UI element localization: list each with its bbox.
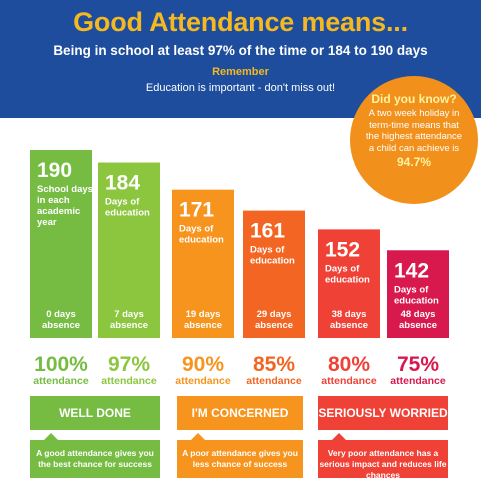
bar-absence-1-0: 7 days — [114, 309, 144, 320]
page-title: Good Attendance means... — [73, 7, 408, 37]
remember-label: Remember — [212, 66, 269, 78]
attendance-percent-2: 90% — [182, 353, 224, 376]
bar-description-3-1: education — [250, 256, 295, 267]
bar-value-label-0: 190 — [37, 159, 72, 182]
bar-absence-3-1: absence — [255, 320, 293, 331]
bar-value-label-5: 142 — [394, 259, 429, 282]
bar-description-1-1: education — [105, 208, 150, 219]
header-subtitle: Being in school at least 97% of the time… — [53, 43, 428, 58]
bar-description-5-0: Days of — [394, 284, 429, 295]
attendance-label-4: attendance — [321, 375, 377, 387]
bar-description-2-0: Days of — [179, 224, 214, 235]
bar-description-4-1: education — [325, 274, 370, 285]
attendance-percent-1: 97% — [108, 353, 150, 376]
header-banner: Good Attendance means... Being in school… — [0, 0, 481, 118]
bar-0 — [30, 150, 92, 338]
bar-4 — [318, 229, 380, 338]
did-you-know-value: 94.7% — [396, 155, 432, 169]
message-seriously-worried: Very poor attendance has a serious impac… — [318, 433, 448, 480]
bar-absence-0-0: 0 days — [46, 309, 76, 320]
attendance-percent-3: 85% — [253, 353, 295, 376]
bar-1 — [98, 162, 160, 338]
remember-text: Education is important - don't miss out! — [145, 82, 336, 94]
bar-absence-4-0: 38 days — [332, 309, 367, 320]
bar-absence-5-1: absence — [399, 320, 437, 331]
bar-absence-2-1: absence — [184, 320, 222, 331]
bar-absence-0-1: absence — [42, 320, 80, 331]
did-you-know-badge: Did you know? A two week holiday in term… — [350, 76, 478, 204]
attendance-label-5: attendance — [390, 375, 446, 387]
bar-absence-3-0: 29 days — [257, 309, 292, 320]
did-you-know-title: Did you know? — [371, 92, 457, 106]
attendance-label-1: attendance — [101, 375, 157, 387]
did-you-know-text: A two week holiday in term-time means th… — [365, 108, 463, 154]
bar-description-2-1: education — [179, 235, 224, 246]
bar-value-label-3: 161 — [250, 220, 285, 243]
attendance-percent-0: 100% — [34, 353, 88, 376]
bar-description-1-0: Days of — [105, 197, 140, 208]
bar-description-0-1: in each — [37, 195, 70, 206]
bar-description-0-3: year — [37, 217, 57, 228]
status-seriously-worried: SERIOUSLY WORRIED — [318, 396, 448, 430]
status-well-done: WELL DONE — [30, 396, 160, 430]
bar-absence-4-1: absence — [330, 320, 368, 331]
bar-3 — [243, 210, 305, 338]
bar-description-0-2: academic — [37, 206, 80, 217]
bar-description-3-0: Days of — [250, 245, 285, 256]
bar-value-label-2: 171 — [179, 199, 214, 222]
attendance-percent-5: 75% — [397, 353, 439, 376]
bar-absence-1-1: absence — [110, 320, 148, 331]
bar-description-0-0: School days — [37, 184, 93, 195]
attendance-label-2: attendance — [175, 375, 231, 387]
bar-2 — [172, 189, 234, 338]
bar-5 — [387, 250, 449, 338]
message-well-done: A good attendance gives you the best cha… — [30, 433, 160, 478]
bar-absence-2-0: 19 days — [186, 309, 221, 320]
bar-value-label-4: 152 — [325, 238, 360, 261]
bar-description-4-0: Days of — [325, 263, 360, 274]
bar-value-label-1: 184 — [105, 172, 140, 195]
attendance-label-0: attendance — [33, 375, 89, 387]
message-concerned: A poor attendance gives you less chance … — [177, 433, 303, 478]
bar-absence-5-0: 48 days — [401, 309, 436, 320]
status-concerned: I'M CONCERNED — [177, 396, 303, 430]
attendance-label-3: attendance — [246, 375, 302, 387]
attendance-percent-4: 80% — [328, 353, 370, 376]
bar-description-5-1: education — [394, 295, 439, 306]
